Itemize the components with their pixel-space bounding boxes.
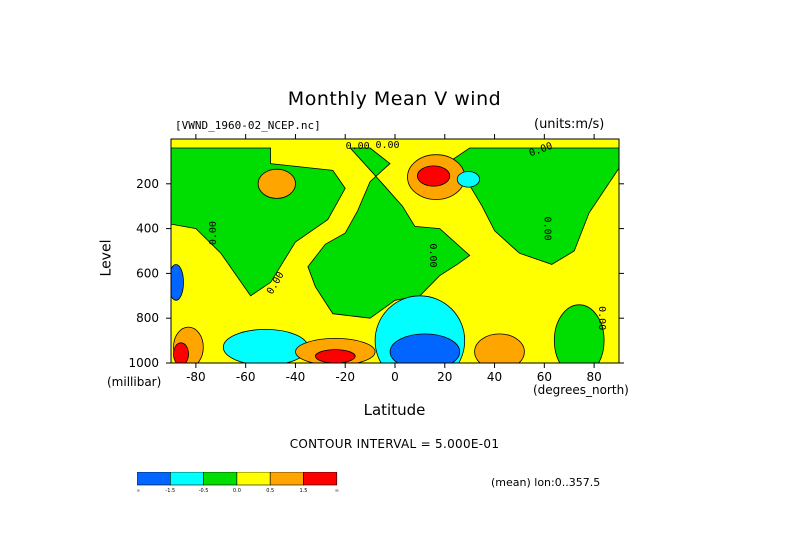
contour-region-green [171,147,346,297]
colorbar-swatch [137,472,171,486]
contour-label: 0.00 [375,140,399,151]
x-tick-label: -80 [186,370,206,384]
x-tick-label: 60 [537,370,552,384]
contour-region-green [553,304,605,363]
y-tick-label: 400 [136,222,159,236]
colorbar-label: 1.5 [300,488,308,494]
contour-region-blue [171,264,184,301]
colorbar-legend: -∞ -1.5 -0.5 0.0 0.5 1.5 ∞ [137,472,339,494]
colorbar-label: 0.5 [266,488,274,494]
contour-region-orange [257,168,296,199]
colorbar-swatch [236,472,271,486]
colorbar-swatch [269,472,304,486]
contour-label: 0.00 [208,221,219,245]
mean-longitude-label: (mean) lon:0..357.5 [491,476,601,489]
contour-region-red [315,349,356,363]
x-axis-unit-label: (degrees_north) [533,383,629,397]
contour-region-red [173,342,189,363]
x-tick-label: 40 [487,370,502,384]
x-tick-label: -40 [286,370,306,384]
dataset-label: [VWND_1960-02_NCEP.nc] [175,119,321,132]
colorbar-label: ∞ [335,488,339,494]
contour-region-orange [474,333,525,363]
y-tick-label: 200 [136,177,159,191]
units-label: (units:m/s) [534,117,605,132]
contour-region-red [416,165,451,187]
x-tick-label: 0 [391,370,399,384]
colorbar-label: -1.5 [165,488,175,494]
y-axis-label: Level [98,239,115,277]
y-tick-label: 800 [136,311,159,325]
x-tick-label: -20 [335,370,355,384]
y-tick-label: 600 [136,266,159,280]
colorbar-label: -∞ [137,488,140,494]
contour-label: 0.00 [596,306,607,330]
contour-region-green [307,147,471,319]
contour-region-cyan [222,329,309,363]
contour-region-cyan [456,171,480,188]
contour-label: 0.00 [427,243,438,267]
contour-interval-label: CONTOUR INTERVAL = 5.000E-01 [289,437,500,451]
x-axis-label: Latitude [363,401,426,419]
x-tick-label: 80 [586,370,601,384]
contour-label: 0.00 [541,217,552,241]
y-tick-label: 1000 [128,356,159,370]
colorbar-swatch [303,472,338,486]
colorbar-swatch [203,472,238,486]
x-tick-label: -60 [236,370,256,384]
y-axis-unit-label: (millibar) [107,375,162,389]
contour-region-blue [389,333,461,363]
colorbar-label: -0.5 [199,488,209,494]
x-tick-label: 20 [437,370,452,384]
colorbar-swatch [169,472,204,486]
contour-label: 0.00 [346,141,370,152]
chart-title: Monthly Mean V wind [287,88,502,110]
colorbar-label: 0.0 [233,488,241,494]
